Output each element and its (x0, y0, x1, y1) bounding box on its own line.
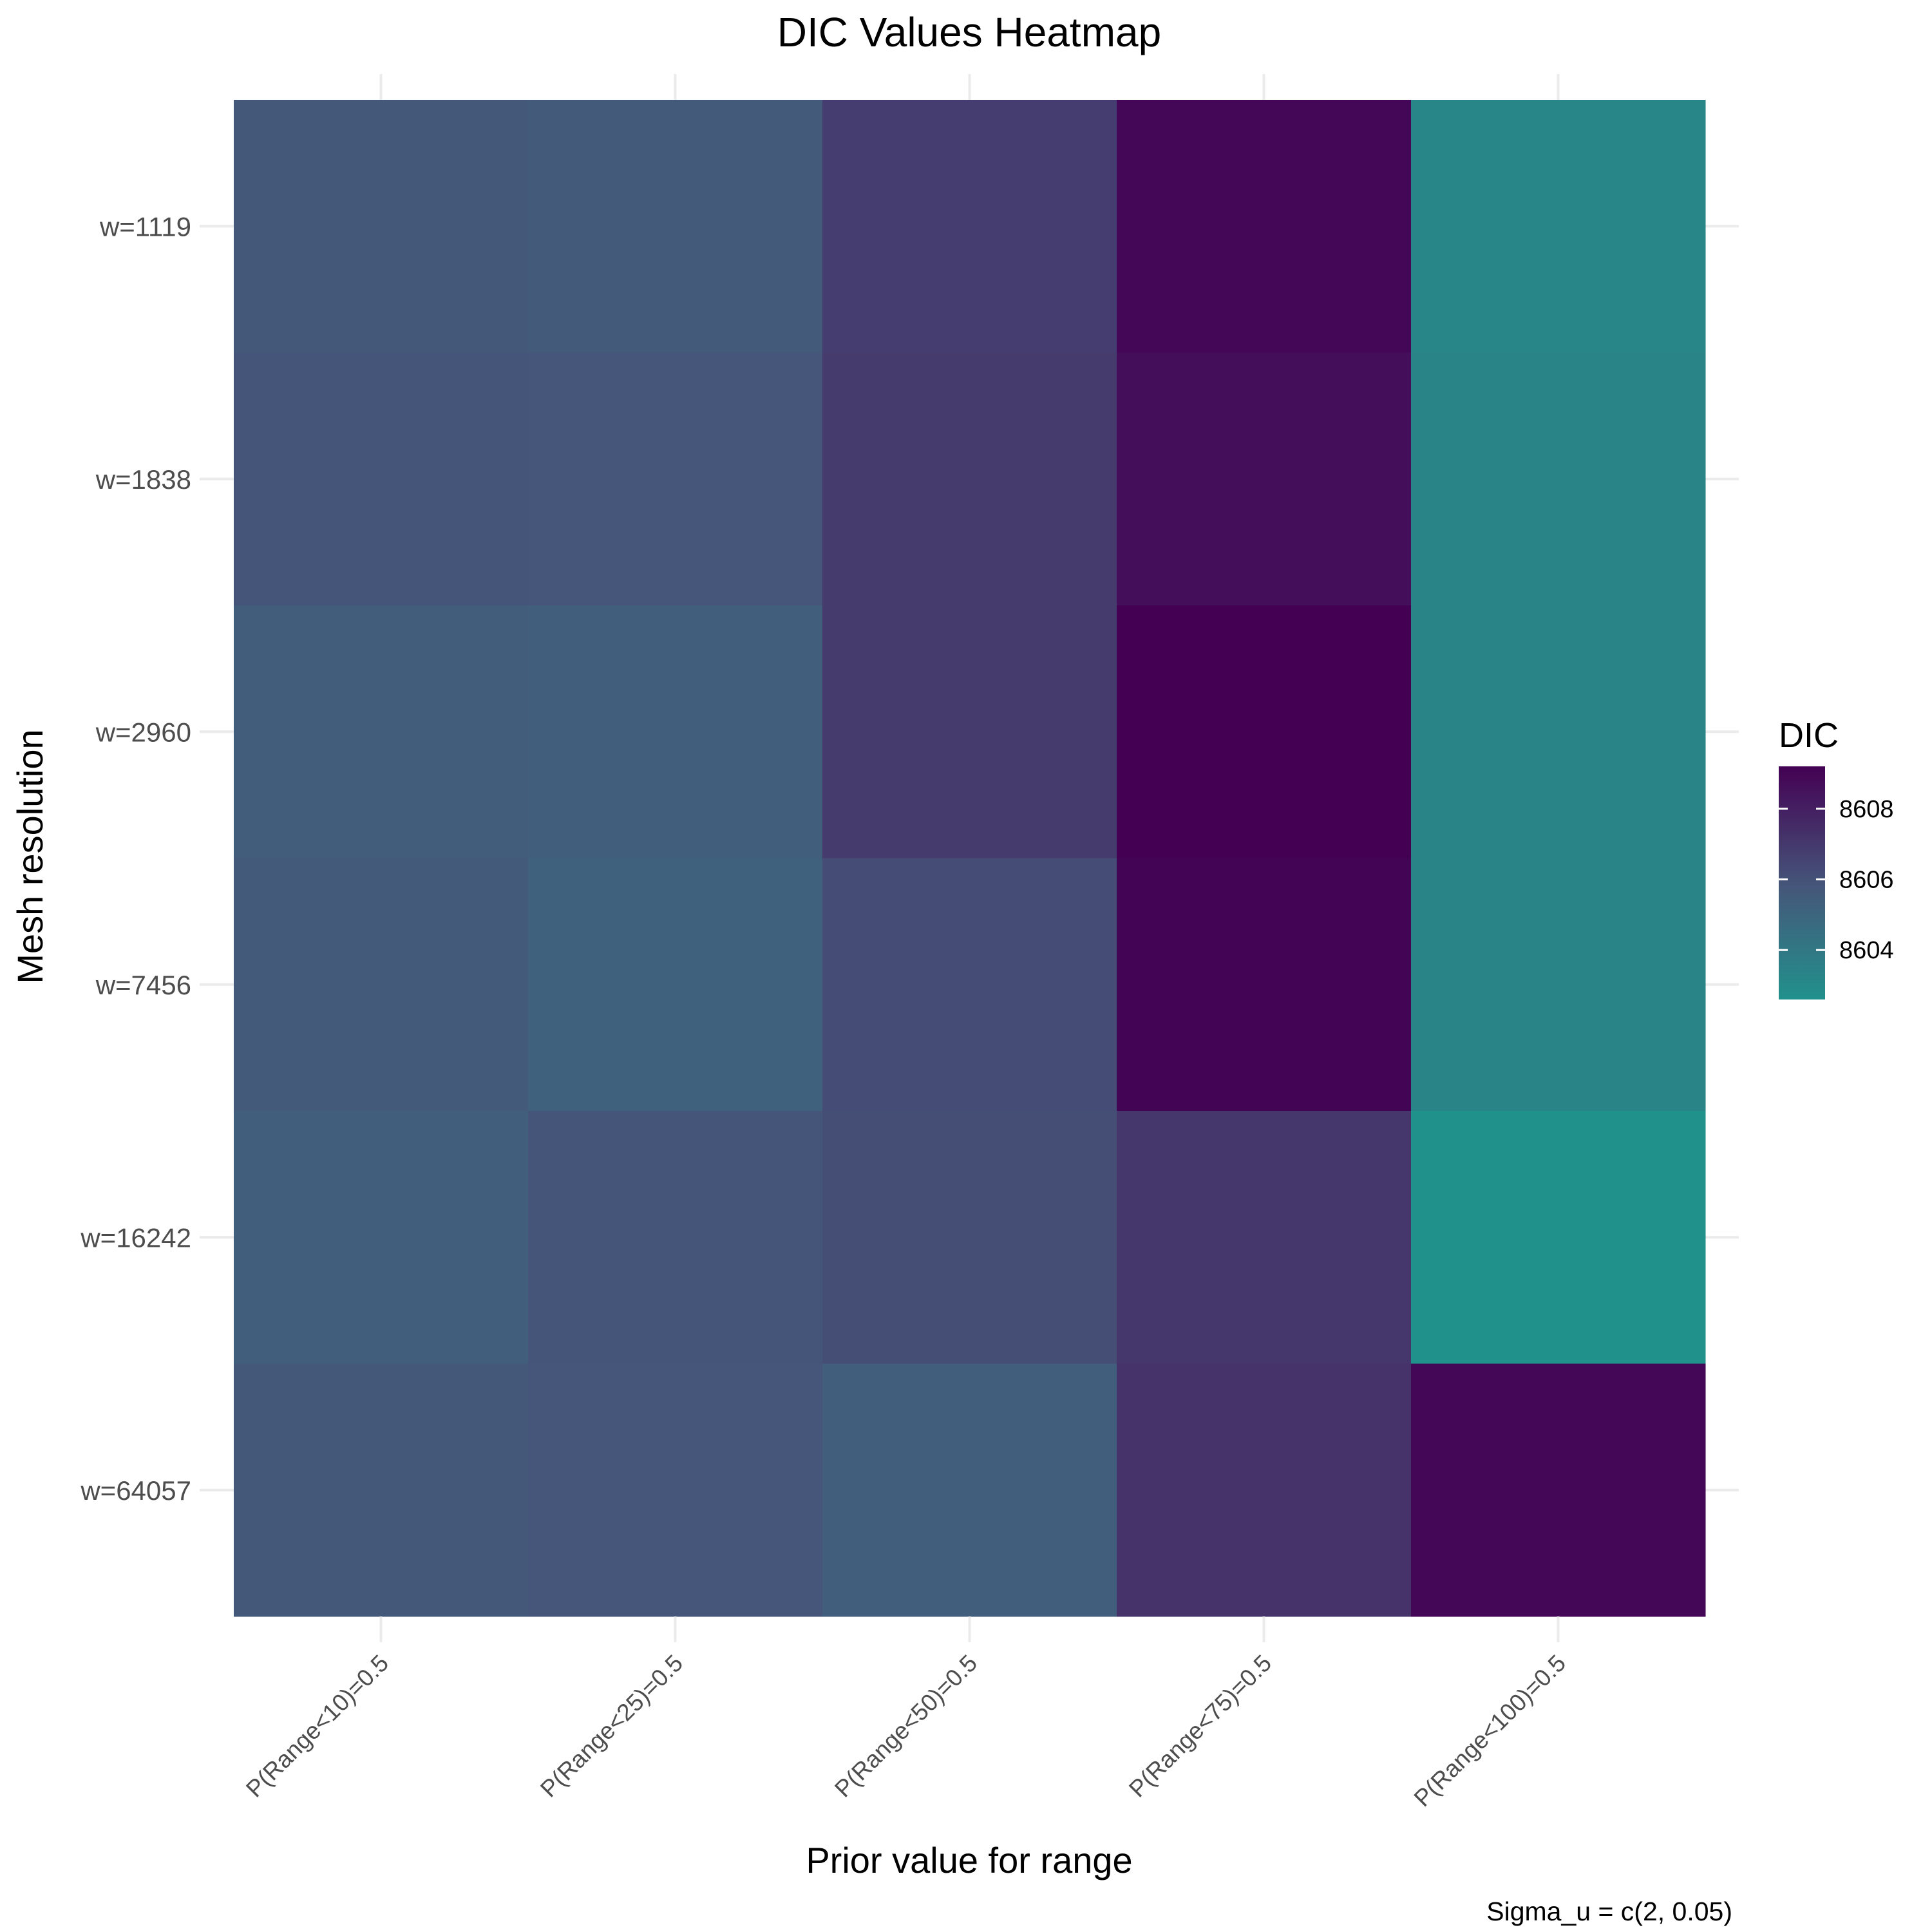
heatmap-cell (822, 1111, 1117, 1364)
y-tick-label: w=2960 (95, 717, 191, 747)
y-axis-ticks: w=1119 w=1838 w=2960 w=7456 w=16242 w=64057 (80, 211, 234, 1506)
legend-tick-label: 8604 (1839, 937, 1894, 964)
chart-caption: Sigma_u = c(2, 0.05) (1486, 1897, 1732, 1926)
heatmap-cell (1411, 858, 1706, 1112)
heatmap-cell (528, 100, 823, 353)
heatmap-cell (1411, 1111, 1706, 1364)
heatmap-cell (234, 858, 529, 1112)
heatmap-cell (822, 100, 1117, 353)
heatmap-cell (1411, 1363, 1706, 1617)
legend-tick-label: 8608 (1839, 796, 1894, 823)
heatmap-cell (234, 1363, 529, 1617)
heatmap-cell (822, 605, 1117, 858)
x-tick-label: P(Range<100)=0.5 (1409, 1650, 1571, 1812)
x-tick-label: P(Range<25)=0.5 (535, 1650, 688, 1803)
heatmap-cell (528, 1363, 823, 1617)
heatmap-cell (234, 1111, 529, 1364)
legend: DIC 8604 8606 8608 (1779, 716, 1894, 999)
heatmap-cell (822, 352, 1117, 606)
heatmap-cell (528, 858, 823, 1112)
legend-tick-label: 8606 (1839, 867, 1894, 894)
heatmap-cell (1117, 858, 1412, 1112)
heatmap-cell (528, 1111, 823, 1364)
y-tick-label: w=64057 (80, 1475, 191, 1506)
y-tick-label: w=16242 (80, 1222, 191, 1253)
heatmap-cell (234, 605, 529, 858)
x-axis-ticks: P(Range<10)=0.5 P(Range<25)=0.5 P(Range<50… (241, 1616, 1571, 1812)
heatmap-cells (234, 100, 1706, 1617)
y-tick-label: w=1119 (99, 211, 191, 242)
legend-title: DIC (1779, 716, 1839, 755)
legend-ticks: 8604 8606 8608 (1779, 796, 1894, 964)
heatmap-cell (1117, 1111, 1412, 1364)
heatmap-cell (1411, 100, 1706, 353)
heatmap-cell (234, 352, 529, 606)
y-tick-label: w=1838 (95, 464, 191, 495)
heatmap-cell (1411, 605, 1706, 858)
legend-colorbar (1779, 766, 1825, 999)
heatmap-cell (822, 858, 1117, 1112)
heatmap-cell (1117, 605, 1412, 858)
heatmap-cell (822, 1363, 1117, 1617)
heatmap-cell (1411, 352, 1706, 606)
x-tick-label: P(Range<50)=0.5 (829, 1650, 982, 1803)
y-axis-title: Mesh resolution (10, 729, 50, 983)
x-axis-title: Prior value for range (806, 1840, 1132, 1880)
heatmap-cell (234, 100, 529, 353)
heatmap-cell (1117, 1363, 1412, 1617)
chart-title: DIC Values Heatmap (777, 9, 1161, 55)
y-tick-label: w=7456 (95, 970, 191, 1000)
heatmap-cell (1117, 100, 1412, 353)
x-tick-label: P(Range<10)=0.5 (241, 1650, 393, 1803)
x-tick-label: P(Range<75)=0.5 (1124, 1650, 1276, 1803)
heatmap-cell (528, 605, 823, 858)
heatmap-cell (1117, 352, 1412, 606)
heatmap-cell (528, 352, 823, 606)
